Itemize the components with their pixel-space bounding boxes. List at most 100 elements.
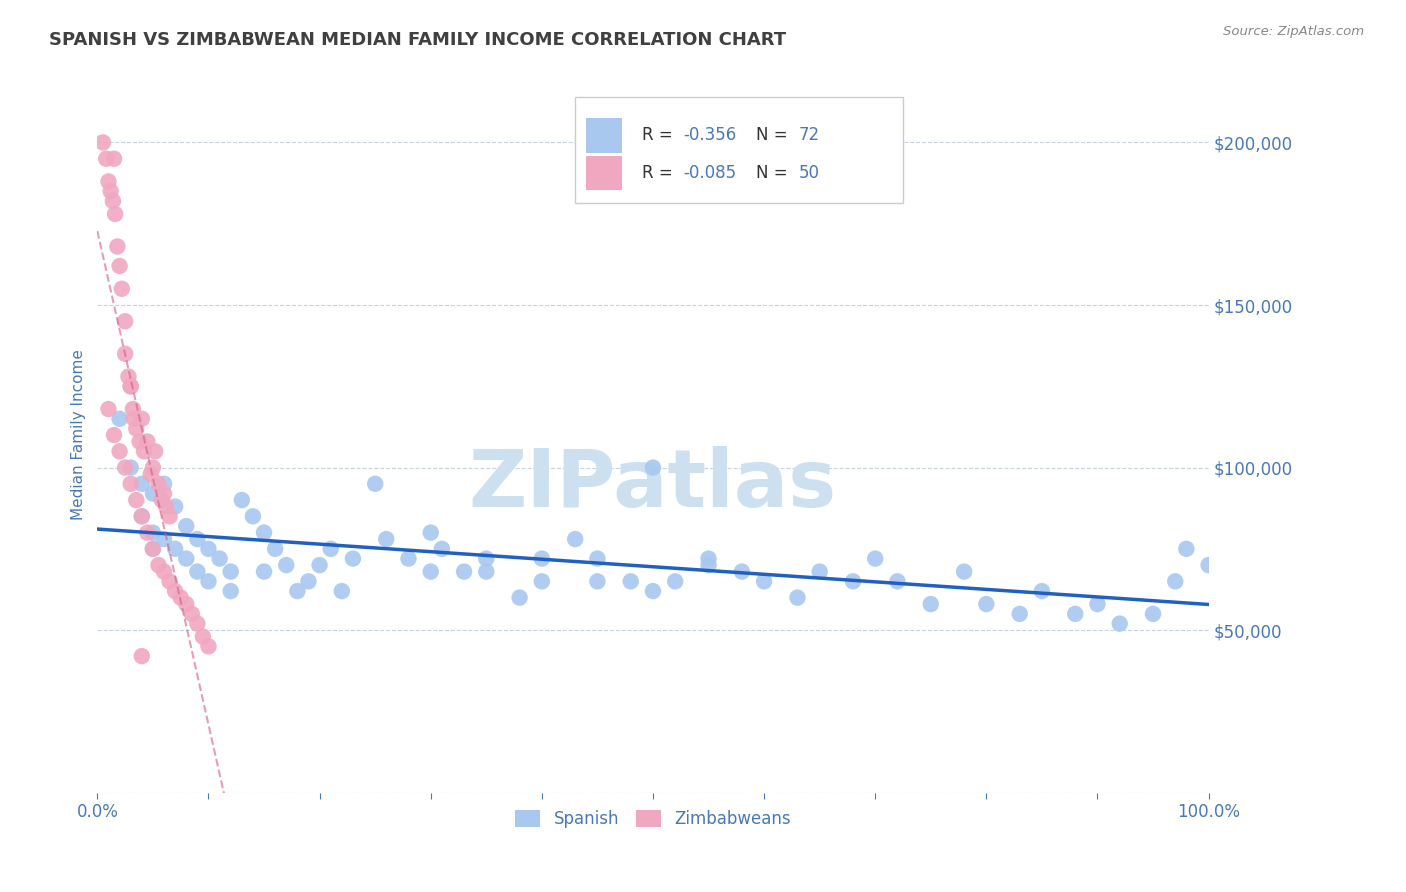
- Point: [120, 476, 142, 491]
- Y-axis label: Median Family Income: Median Family Income: [72, 350, 86, 521]
- Point: [120, 379, 142, 393]
- Point: [105, 239, 128, 253]
- Point: [641, 584, 664, 599]
- Point: [142, 525, 165, 540]
- Point: [136, 434, 159, 449]
- Point: [142, 460, 165, 475]
- Point: [114, 314, 136, 328]
- Point: [108, 444, 131, 458]
- Point: [1175, 541, 1198, 556]
- Point: [1108, 616, 1130, 631]
- Point: [122, 411, 145, 425]
- Point: [186, 616, 208, 631]
- Text: SPANISH VS ZIMBABWEAN MEDIAN FAMILY INCOME CORRELATION CHART: SPANISH VS ZIMBABWEAN MEDIAN FAMILY INCO…: [49, 31, 786, 49]
- Point: [159, 574, 181, 589]
- Point: [219, 565, 242, 579]
- Point: [419, 565, 441, 579]
- Point: [108, 259, 131, 273]
- Point: [132, 444, 155, 458]
- Point: [128, 434, 150, 449]
- Point: [253, 525, 276, 540]
- Point: [319, 541, 342, 556]
- Point: [148, 558, 170, 573]
- Point: [103, 152, 125, 166]
- Text: N =: N =: [756, 163, 793, 182]
- Point: [97, 174, 120, 188]
- Point: [697, 558, 720, 573]
- Point: [530, 574, 553, 589]
- Point: [620, 574, 643, 589]
- Point: [953, 565, 976, 579]
- Point: [100, 184, 122, 198]
- Point: [142, 486, 165, 500]
- Point: [125, 421, 148, 435]
- Point: [664, 574, 686, 589]
- Text: -0.356: -0.356: [683, 126, 737, 144]
- Point: [808, 565, 831, 579]
- Point: [197, 640, 219, 654]
- Point: [174, 551, 197, 566]
- Point: [114, 460, 136, 475]
- Text: 72: 72: [799, 126, 820, 144]
- Point: [139, 467, 162, 481]
- Point: [131, 509, 153, 524]
- Point: [264, 541, 287, 556]
- Point: [863, 551, 886, 566]
- Point: [174, 597, 197, 611]
- Point: [159, 509, 181, 524]
- Point: [430, 541, 453, 556]
- Point: [142, 541, 165, 556]
- Point: [101, 194, 124, 208]
- Point: [170, 591, 193, 605]
- Point: [419, 525, 441, 540]
- Text: R =: R =: [643, 126, 678, 144]
- Point: [165, 541, 187, 556]
- Point: [148, 476, 170, 491]
- Text: 50: 50: [799, 163, 820, 182]
- Legend: Spanish, Zimbabweans: Spanish, Zimbabweans: [509, 803, 797, 834]
- Point: [231, 493, 253, 508]
- Point: [120, 379, 142, 393]
- Point: [287, 584, 309, 599]
- Point: [131, 509, 153, 524]
- Point: [143, 444, 166, 458]
- Point: [364, 476, 387, 491]
- Point: [153, 532, 176, 546]
- Point: [886, 574, 908, 589]
- Point: [136, 525, 159, 540]
- Point: [186, 532, 208, 546]
- FancyBboxPatch shape: [586, 156, 621, 191]
- Point: [752, 574, 775, 589]
- Point: [530, 551, 553, 566]
- Point: [842, 574, 865, 589]
- Point: [475, 551, 498, 566]
- Point: [586, 574, 609, 589]
- Point: [97, 402, 120, 417]
- Point: [91, 136, 114, 150]
- Point: [308, 558, 330, 573]
- Point: [197, 574, 219, 589]
- Point: [731, 565, 754, 579]
- Text: N =: N =: [756, 126, 793, 144]
- Point: [153, 476, 176, 491]
- Point: [96, 152, 118, 166]
- Point: [1008, 607, 1031, 621]
- Point: [155, 500, 177, 514]
- Text: -0.085: -0.085: [683, 163, 737, 182]
- Point: [186, 565, 208, 579]
- Point: [641, 460, 664, 475]
- Point: [142, 541, 165, 556]
- Point: [131, 476, 153, 491]
- Point: [297, 574, 319, 589]
- Point: [564, 532, 586, 546]
- Point: [180, 607, 202, 621]
- Point: [586, 551, 609, 566]
- Point: [103, 428, 125, 442]
- Point: [125, 493, 148, 508]
- Point: [242, 509, 264, 524]
- Point: [1142, 607, 1164, 621]
- Point: [475, 565, 498, 579]
- Point: [1064, 607, 1087, 621]
- Point: [453, 565, 475, 579]
- Text: ZIPatlas: ZIPatlas: [468, 446, 837, 524]
